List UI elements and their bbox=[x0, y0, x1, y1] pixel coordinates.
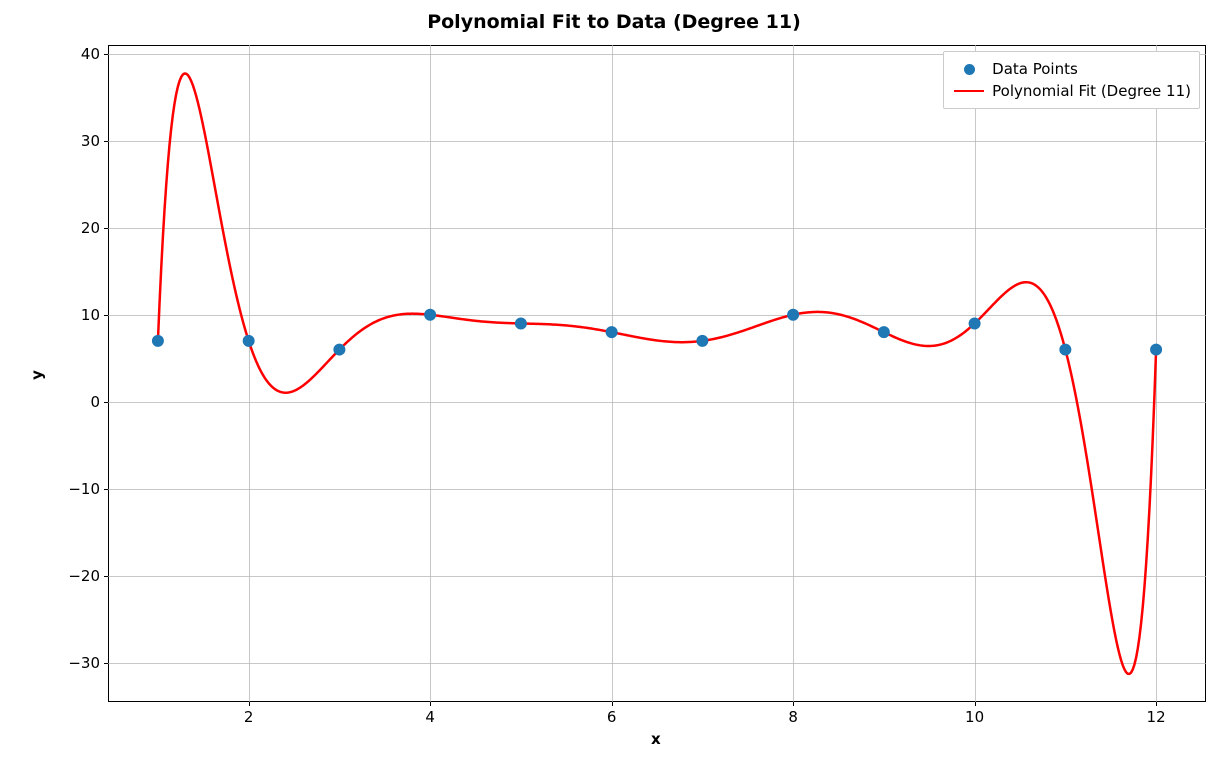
legend-label: Data Points bbox=[992, 60, 1078, 78]
legend-marker-circle-icon bbox=[952, 64, 986, 75]
legend: Data Points Polynomial Fit (Degree 11) bbox=[943, 51, 1200, 109]
figure: Polynomial Fit to Data (Degree 11) x y 2… bbox=[0, 0, 1228, 772]
legend-entry-polynomial-fit: Polynomial Fit (Degree 11) bbox=[952, 80, 1191, 102]
data-point bbox=[697, 335, 708, 346]
data-point bbox=[243, 335, 254, 346]
data-point bbox=[152, 335, 163, 346]
polynomial-fit-line bbox=[158, 73, 1156, 673]
data-point bbox=[425, 309, 436, 320]
plot-svg bbox=[0, 0, 1228, 772]
data-point bbox=[334, 344, 345, 355]
data-point bbox=[878, 327, 889, 338]
data-point bbox=[515, 318, 526, 329]
data-point bbox=[1060, 344, 1071, 355]
data-point bbox=[1151, 344, 1162, 355]
legend-entry-data-points: Data Points bbox=[952, 58, 1191, 80]
data-point bbox=[969, 318, 980, 329]
data-point bbox=[606, 327, 617, 338]
legend-label: Polynomial Fit (Degree 11) bbox=[992, 82, 1191, 100]
legend-marker-line-icon bbox=[952, 90, 986, 93]
data-point bbox=[788, 309, 799, 320]
